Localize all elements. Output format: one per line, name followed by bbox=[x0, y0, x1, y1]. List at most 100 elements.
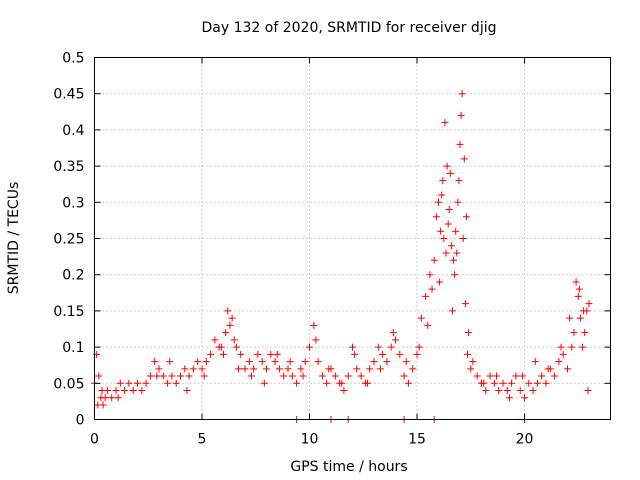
data-point bbox=[299, 372, 307, 380]
data-point bbox=[467, 365, 475, 373]
data-point bbox=[306, 343, 313, 351]
data-point bbox=[185, 372, 193, 380]
data-point bbox=[505, 394, 513, 402]
y-tick-label: 0.1 bbox=[62, 340, 84, 356]
data-point bbox=[533, 379, 541, 387]
data-point bbox=[453, 249, 461, 257]
data-point bbox=[559, 350, 567, 358]
data-point bbox=[460, 155, 468, 163]
data-point bbox=[235, 365, 243, 373]
data-point bbox=[353, 365, 361, 373]
data-point bbox=[245, 358, 253, 366]
data-point bbox=[402, 358, 410, 366]
data-point bbox=[228, 314, 236, 322]
y-tick-label: 0.5 bbox=[62, 51, 84, 67]
y-tick-label: 0.15 bbox=[53, 304, 84, 320]
data-point bbox=[207, 350, 215, 358]
data-point bbox=[456, 140, 464, 148]
y-tick-label: 0.4 bbox=[62, 123, 84, 139]
data-point bbox=[448, 307, 456, 315]
data-point bbox=[574, 292, 582, 300]
data-point bbox=[366, 365, 374, 373]
data-point bbox=[422, 292, 430, 300]
data-point bbox=[409, 365, 417, 373]
data-point bbox=[435, 198, 442, 206]
data-point bbox=[226, 321, 234, 329]
data-point bbox=[445, 206, 453, 214]
y-tick-label: 0.05 bbox=[53, 376, 84, 392]
data-point bbox=[134, 379, 141, 387]
data-point bbox=[263, 365, 270, 373]
data-point bbox=[230, 336, 238, 344]
data-point bbox=[430, 256, 438, 264]
data-point bbox=[417, 314, 425, 322]
data-point bbox=[464, 350, 472, 358]
data-point bbox=[392, 336, 399, 344]
data-point bbox=[482, 387, 490, 395]
data-point bbox=[455, 177, 463, 185]
data-point bbox=[465, 329, 473, 337]
data-point bbox=[151, 358, 159, 366]
data-point bbox=[490, 379, 498, 387]
data-point bbox=[486, 372, 494, 380]
data-point bbox=[503, 387, 511, 395]
data-point bbox=[271, 358, 279, 366]
data-point bbox=[247, 372, 255, 380]
data-point bbox=[457, 111, 465, 119]
data-point bbox=[458, 90, 466, 98]
data-point bbox=[441, 119, 449, 127]
data-point bbox=[254, 350, 262, 358]
tick-labels-layer: 0 0.05 0.1 0.15 0.2 0.25 0.3 0.35 0.4 0.45 0.5 0 5 10… bbox=[53, 51, 533, 448]
y-tick-label: 0.3 bbox=[62, 195, 84, 211]
data-point bbox=[542, 379, 550, 387]
data-point bbox=[555, 358, 563, 366]
data-point bbox=[521, 394, 528, 402]
data-point bbox=[495, 387, 503, 395]
data-point bbox=[98, 387, 106, 395]
data-point bbox=[258, 358, 266, 366]
data-point bbox=[480, 379, 488, 387]
data-point bbox=[413, 350, 421, 358]
data-point bbox=[451, 271, 459, 279]
data-point bbox=[576, 314, 584, 322]
data-point bbox=[112, 387, 120, 395]
data-point bbox=[462, 213, 470, 221]
data-point bbox=[260, 379, 268, 387]
x-tick-label: 15 bbox=[408, 432, 426, 448]
data-point bbox=[424, 321, 432, 329]
data-point bbox=[444, 220, 452, 228]
data-point bbox=[499, 379, 507, 387]
data-point bbox=[323, 379, 331, 387]
data-point bbox=[473, 372, 481, 380]
data-point bbox=[436, 278, 444, 286]
data-point bbox=[202, 358, 210, 366]
chart-title: Day 132 of 2020, SRMTID for receiver dji… bbox=[202, 20, 497, 36]
x-tick-label: 20 bbox=[516, 432, 534, 448]
data-point bbox=[508, 379, 516, 387]
data-point bbox=[512, 372, 520, 380]
data-point bbox=[544, 365, 552, 373]
data-point bbox=[172, 379, 180, 387]
data-point bbox=[146, 372, 154, 380]
data-point bbox=[280, 372, 288, 380]
data-point bbox=[198, 365, 206, 373]
data-point bbox=[531, 358, 539, 366]
data-point bbox=[338, 379, 346, 387]
data-point bbox=[376, 365, 384, 373]
data-point bbox=[568, 343, 576, 351]
data-point bbox=[116, 379, 124, 387]
plot-frame bbox=[94, 57, 611, 420]
data-point bbox=[374, 343, 382, 351]
data-point bbox=[159, 372, 167, 380]
data-point bbox=[318, 372, 326, 380]
data-point bbox=[177, 372, 184, 380]
data-point bbox=[529, 387, 537, 395]
data-point bbox=[575, 285, 583, 293]
data-point bbox=[389, 329, 397, 337]
data-point bbox=[357, 372, 365, 380]
data-point bbox=[194, 358, 202, 366]
data-point bbox=[493, 372, 501, 380]
data-point bbox=[164, 379, 172, 387]
y-axis-label: SRMTID / TECUs bbox=[6, 182, 22, 295]
